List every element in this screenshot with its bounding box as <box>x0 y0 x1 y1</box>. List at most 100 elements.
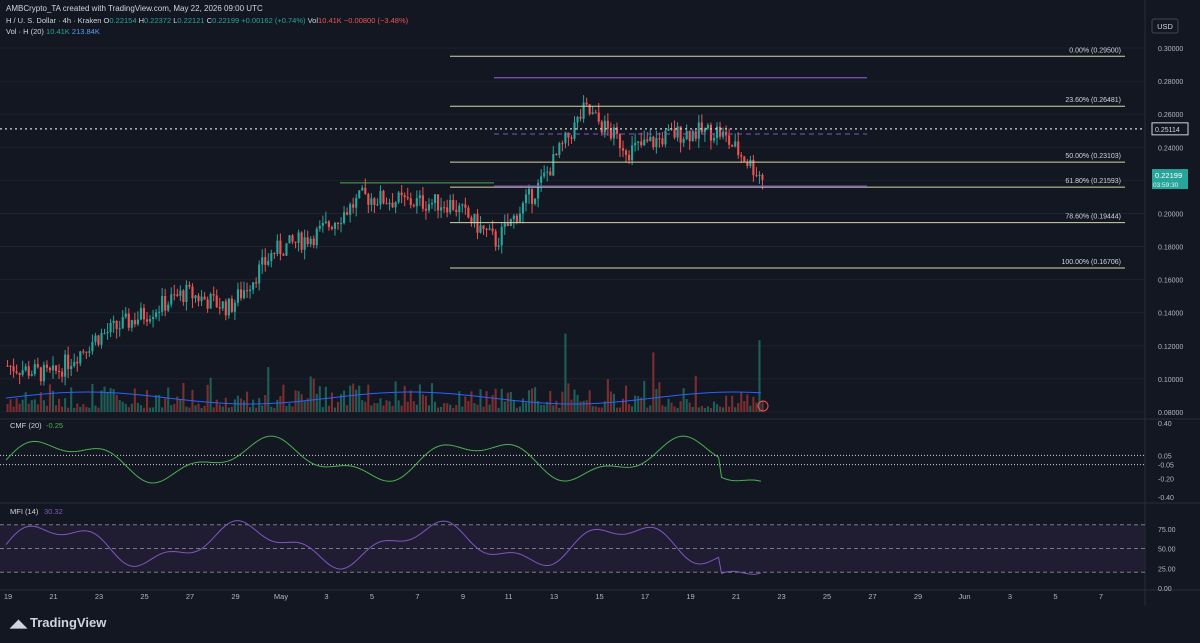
candle-body <box>430 203 434 205</box>
time-tick: 29 <box>914 592 922 601</box>
volume-bar <box>273 407 276 412</box>
volume-bar <box>18 403 21 412</box>
candle-body <box>588 104 591 115</box>
candle-body <box>115 320 118 329</box>
candle-body <box>685 130 688 140</box>
volume-bar <box>618 407 622 412</box>
volume-bar <box>21 399 24 412</box>
candle-body <box>321 222 324 226</box>
volume-bar <box>64 398 67 412</box>
volume-bar <box>118 399 121 412</box>
time-tick: 7 <box>1099 592 1103 601</box>
volume-bar <box>261 405 264 412</box>
candle-body <box>258 264 261 284</box>
candle-body <box>218 307 221 309</box>
volume-bar <box>749 405 752 412</box>
candle-body <box>585 102 588 105</box>
candle-body <box>433 194 437 204</box>
candle-body <box>752 159 755 176</box>
tradingview-logo: ◢◣ TradingView <box>10 615 107 630</box>
candle-body <box>473 213 476 224</box>
candle-body <box>458 205 461 213</box>
candle-body <box>543 172 546 177</box>
candle-body <box>267 261 270 265</box>
volume-bar <box>728 406 731 412</box>
volume-bar <box>521 398 525 412</box>
volume-bar <box>718 406 722 412</box>
candle-body <box>252 282 255 290</box>
candle-body <box>212 293 215 296</box>
candle-body <box>9 365 12 367</box>
volume-bar <box>333 407 337 412</box>
volume-bar <box>45 405 48 412</box>
volume-bar <box>155 395 158 412</box>
candle-body <box>728 135 731 145</box>
volume-bar <box>327 405 330 412</box>
candle-body <box>300 232 303 250</box>
volume-bar <box>343 390 346 412</box>
volume-bar <box>194 405 197 412</box>
candle-body <box>718 126 722 137</box>
candle-body <box>676 126 679 138</box>
volume-bar <box>594 406 597 412</box>
candle-body <box>658 138 661 140</box>
volume-bar <box>203 405 206 412</box>
candle-body <box>230 298 233 312</box>
candle-body <box>361 187 364 191</box>
candle-body <box>624 150 628 155</box>
candle-body <box>97 335 100 345</box>
last-price-text: 0.22199 <box>1155 171 1182 180</box>
volume-bar <box>336 401 340 412</box>
candle-body <box>621 148 625 151</box>
price-tick: 0.30000 <box>1158 46 1183 53</box>
candle-body <box>173 294 176 296</box>
volume-bar <box>227 407 230 412</box>
volume-bar <box>540 404 543 412</box>
price-chart[interactable]: 0.300000.280000.260000.240000.220000.200… <box>0 0 1200 606</box>
time-tick: 23 <box>95 592 103 601</box>
candle-body <box>15 371 18 373</box>
time-tick: 21 <box>49 592 57 601</box>
candle-body <box>330 227 334 229</box>
volume-bar <box>737 403 740 412</box>
candle-body <box>725 131 728 136</box>
ohlc-c-3: C0.22199 <box>206 16 240 25</box>
volume-bar <box>725 395 728 412</box>
candle-body <box>606 120 609 129</box>
candle-body <box>703 128 706 133</box>
volume-bar <box>646 407 649 412</box>
volume-bar <box>546 401 549 412</box>
volume-bar <box>221 406 224 412</box>
volume-bar <box>712 401 716 412</box>
ohlc-h-1: H0.22372 <box>138 16 172 25</box>
volume-bar <box>758 340 761 412</box>
volume-bar <box>621 398 625 412</box>
time-tick: 23 <box>777 592 785 601</box>
candle-body <box>285 243 288 256</box>
cmf-label: CMF (20) <box>10 421 42 430</box>
volume-bar <box>388 401 391 412</box>
volume-bar <box>136 402 139 412</box>
volume-bar <box>585 400 588 412</box>
time-tick: 19 <box>4 592 12 601</box>
volume-bar <box>355 389 358 412</box>
candle-body <box>582 102 585 119</box>
price-tick: 0.20000 <box>1158 211 1183 218</box>
candle-body <box>130 320 133 328</box>
volume-bar <box>397 400 400 412</box>
candle-body <box>236 289 240 303</box>
price-tick: 0.08000 <box>1158 410 1183 417</box>
volume-bar <box>85 406 88 412</box>
fib-label: 0.00% (0.29500) <box>1069 47 1121 54</box>
candle-body <box>394 202 397 208</box>
candle-body <box>151 317 155 320</box>
candle-body <box>546 171 549 173</box>
candle-body <box>85 351 88 353</box>
candle-body <box>176 294 179 296</box>
fib-label: 78.60% (0.19444) <box>1065 214 1121 221</box>
candle-body <box>170 294 173 305</box>
candle-body <box>579 116 582 119</box>
volume-bar <box>224 397 227 412</box>
candle-body <box>27 366 30 376</box>
volume-bar <box>115 394 118 412</box>
